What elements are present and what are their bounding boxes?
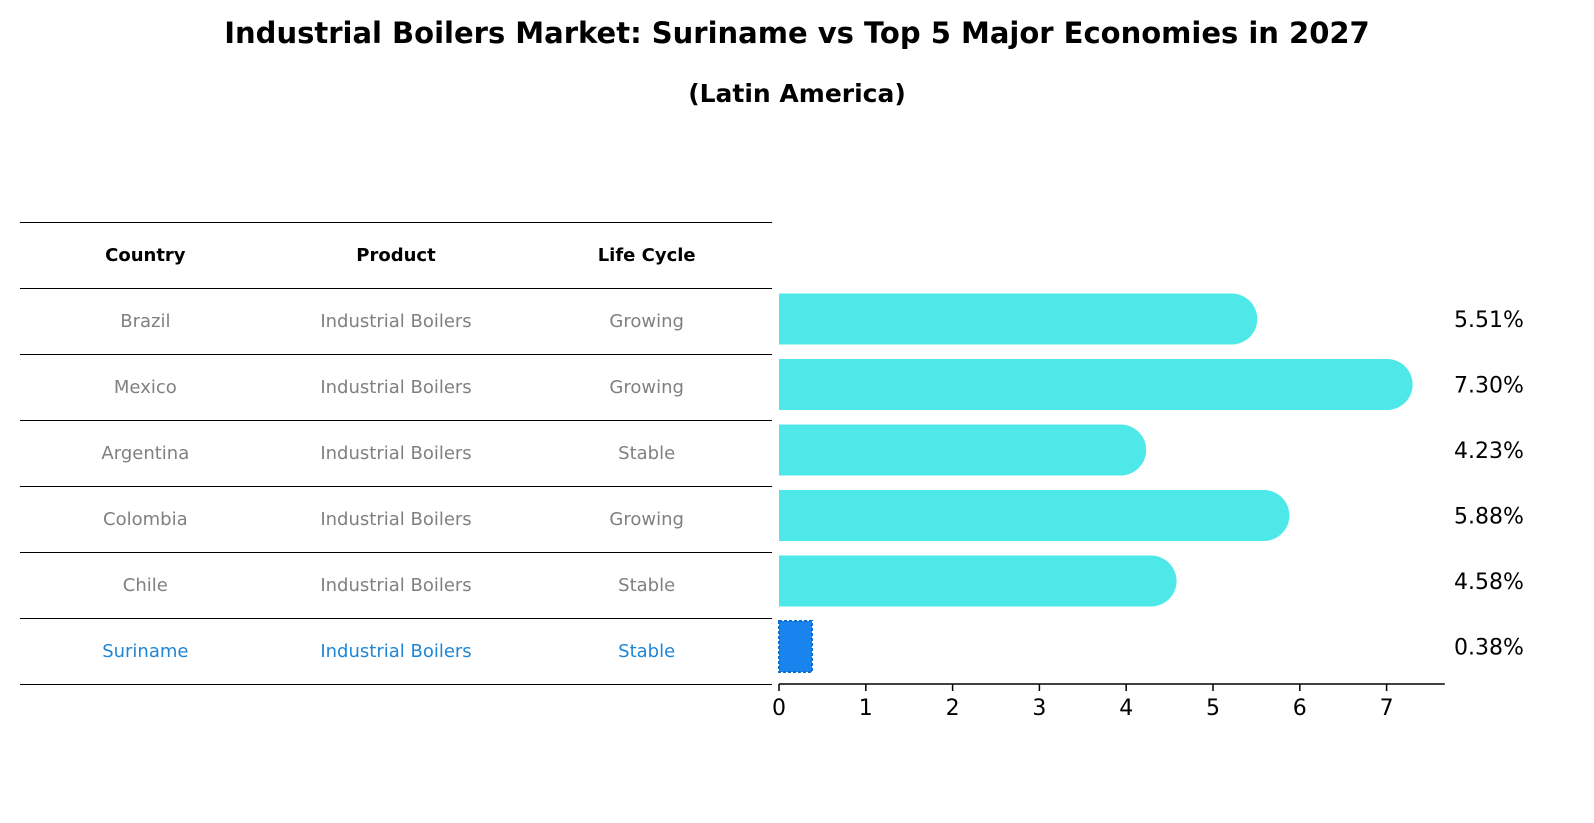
product-cell: Industrial Boilers	[320, 575, 472, 596]
bar-value-label: 4.58%	[1454, 570, 1524, 595]
bar-value-label: 5.51%	[1454, 308, 1524, 333]
table-row: Argentina Industrial Boilers Stable	[20, 421, 772, 487]
bar-value-label: 7.30%	[1454, 374, 1524, 399]
column-header-life-cycle: Life Cycle	[597, 245, 696, 266]
bar-chart: 5.51% 7.30% 4.23% 5.88% 4.58% 0.38% 0 1 2 3 4 5 6 7	[772, 293, 1524, 721]
country-cell: Chile	[122, 575, 168, 596]
x-tick-label: 6	[1293, 696, 1307, 721]
country-cell: Suriname	[102, 641, 189, 662]
table-row-highlighted: Suriname Industrial Boilers Stable	[20, 619, 772, 685]
product-cell: Industrial Boilers	[320, 377, 472, 398]
bar-brazil	[779, 293, 1258, 345]
bar-suriname	[778, 620, 813, 673]
x-tick-label: 2	[946, 696, 960, 721]
life-cycle-cell: Growing	[609, 311, 684, 332]
country-cell: Argentina	[101, 443, 190, 464]
bar-chile	[779, 555, 1177, 607]
x-tick-label: 1	[859, 696, 873, 721]
product-cell: Industrial Boilers	[320, 641, 472, 662]
country-cell: Mexico	[113, 377, 177, 398]
bar-mexico	[779, 359, 1413, 410]
country-cell: Colombia	[103, 509, 188, 530]
life-cycle-cell: Growing	[609, 509, 684, 530]
table-row: Brazil Industrial Boilers Growing	[20, 289, 772, 355]
product-cell: Industrial Boilers	[320, 311, 472, 332]
data-table: Country Product Life Cycle Brazil Indust…	[20, 222, 772, 685]
x-tick-label: 7	[1380, 696, 1394, 721]
x-tick-label: 4	[1119, 696, 1133, 721]
life-cycle-cell: Growing	[609, 377, 684, 398]
bar-colombia	[779, 490, 1290, 541]
chart-title: Industrial Boilers Market: Suriname vs T…	[224, 16, 1370, 50]
bar-value-label: 5.88%	[1454, 505, 1524, 530]
bar-value-label: 0.38%	[1454, 636, 1524, 661]
x-tick-label: 5	[1206, 696, 1220, 721]
table-row: Mexico Industrial Boilers Growing	[20, 355, 772, 421]
country-cell: Brazil	[120, 311, 171, 332]
bar-argentina	[779, 424, 1147, 476]
table-row: Colombia Industrial Boilers Growing	[20, 487, 772, 553]
life-cycle-cell: Stable	[618, 575, 676, 596]
x-tick-label: 3	[1032, 696, 1046, 721]
life-cycle-cell: Stable	[618, 443, 676, 464]
product-cell: Industrial Boilers	[320, 509, 472, 530]
product-cell: Industrial Boilers	[320, 443, 472, 464]
life-cycle-cell: Stable	[618, 641, 676, 662]
column-header-country: Country	[105, 245, 186, 266]
chart-subtitle: (Latin America)	[688, 79, 906, 108]
table-row: Chile Industrial Boilers Stable	[20, 553, 772, 619]
table-header-row: Country Product Life Cycle	[20, 222, 772, 289]
x-tick-label: 0	[772, 696, 786, 721]
bar-value-label: 4.23%	[1454, 439, 1524, 464]
column-header-product: Product	[356, 245, 436, 266]
